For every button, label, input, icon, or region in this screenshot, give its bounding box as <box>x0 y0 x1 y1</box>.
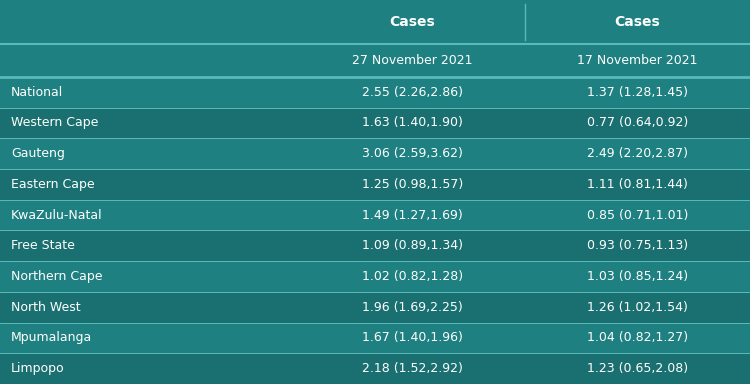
Text: 1.49 (1.27,1.69): 1.49 (1.27,1.69) <box>362 209 463 222</box>
Text: 2.49 (2.20,2.87): 2.49 (2.20,2.87) <box>587 147 688 160</box>
Text: Gauteng: Gauteng <box>11 147 65 160</box>
Text: Western Cape: Western Cape <box>11 116 99 129</box>
Text: Northern Cape: Northern Cape <box>11 270 103 283</box>
Text: Free State: Free State <box>11 239 75 252</box>
Text: 1.23 (0.65,2.08): 1.23 (0.65,2.08) <box>587 362 688 375</box>
Text: 1.37 (1.28,1.45): 1.37 (1.28,1.45) <box>587 86 688 99</box>
FancyBboxPatch shape <box>0 200 750 230</box>
Text: Eastern Cape: Eastern Cape <box>11 178 94 191</box>
Text: 3.06 (2.59,3.62): 3.06 (2.59,3.62) <box>362 147 463 160</box>
Text: 2.18 (1.52,2.92): 2.18 (1.52,2.92) <box>362 362 463 375</box>
Text: Limpopo: Limpopo <box>11 362 64 375</box>
Text: 1.96 (1.69,2.25): 1.96 (1.69,2.25) <box>362 301 463 314</box>
Text: 1.04 (0.82,1.27): 1.04 (0.82,1.27) <box>587 331 688 344</box>
Text: Mpumalanga: Mpumalanga <box>11 331 92 344</box>
FancyBboxPatch shape <box>0 0 750 44</box>
FancyBboxPatch shape <box>0 292 750 323</box>
FancyBboxPatch shape <box>0 108 750 138</box>
Text: 0.77 (0.64,0.92): 0.77 (0.64,0.92) <box>586 116 688 129</box>
Text: Cases: Cases <box>615 15 660 29</box>
Text: 1.26 (1.02,1.54): 1.26 (1.02,1.54) <box>587 301 688 314</box>
Text: 0.85 (0.71,1.01): 0.85 (0.71,1.01) <box>586 209 688 222</box>
Text: 1.63 (1.40,1.90): 1.63 (1.40,1.90) <box>362 116 463 129</box>
Text: 0.93 (0.75,1.13): 0.93 (0.75,1.13) <box>587 239 688 252</box>
FancyBboxPatch shape <box>0 138 750 169</box>
Text: 1.25 (0.98,1.57): 1.25 (0.98,1.57) <box>362 178 464 191</box>
FancyBboxPatch shape <box>0 353 750 384</box>
Text: KwaZulu-Natal: KwaZulu-Natal <box>11 209 103 222</box>
FancyBboxPatch shape <box>0 44 750 77</box>
FancyBboxPatch shape <box>0 261 750 292</box>
Text: 1.09 (0.89,1.34): 1.09 (0.89,1.34) <box>362 239 463 252</box>
Text: 2.55 (2.26,2.86): 2.55 (2.26,2.86) <box>362 86 463 99</box>
Text: 17 November 2021: 17 November 2021 <box>578 54 698 67</box>
Text: 1.02 (0.82,1.28): 1.02 (0.82,1.28) <box>362 270 463 283</box>
Text: 1.67 (1.40,1.96): 1.67 (1.40,1.96) <box>362 331 463 344</box>
Text: National: National <box>11 86 64 99</box>
FancyBboxPatch shape <box>0 77 750 108</box>
FancyBboxPatch shape <box>0 169 750 200</box>
FancyBboxPatch shape <box>0 323 750 353</box>
FancyBboxPatch shape <box>0 230 750 261</box>
Text: Cases: Cases <box>390 15 435 29</box>
Text: 1.11 (0.81,1.44): 1.11 (0.81,1.44) <box>587 178 688 191</box>
Text: 1.03 (0.85,1.24): 1.03 (0.85,1.24) <box>587 270 688 283</box>
Text: North West: North West <box>11 301 81 314</box>
Text: 27 November 2021: 27 November 2021 <box>352 54 472 67</box>
